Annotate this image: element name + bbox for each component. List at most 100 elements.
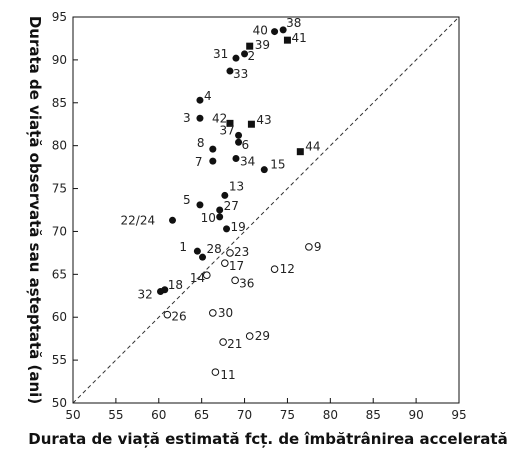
x-tick-label: 90: [408, 408, 423, 422]
data-point-filled-circle: [196, 201, 204, 209]
data-point-filled-circle: [199, 253, 207, 261]
data-point-filled-circle: [223, 225, 231, 233]
point-label: 42: [212, 111, 227, 125]
point-label: 29: [255, 329, 270, 343]
point-label: 40: [253, 24, 268, 38]
point-label: 19: [231, 220, 246, 234]
data-points: [156, 26, 313, 376]
data-point-open-circle: [209, 309, 217, 317]
identity-reference-line: [72, 16, 460, 404]
x-tick-label: 75: [280, 408, 295, 422]
data-point-filled-circle: [216, 206, 224, 214]
point-label: 8: [197, 136, 205, 150]
point-label: 2: [248, 49, 256, 63]
data-point-open-circle: [219, 338, 227, 346]
point-label: 14: [190, 271, 205, 285]
data-point-open-circle: [270, 265, 279, 273]
data-point-filled-circle: [209, 157, 217, 165]
y-tick-label: 65: [52, 267, 67, 281]
data-point-filled-circle: [232, 54, 240, 62]
point-label: 5: [183, 193, 191, 207]
data-point-open-circle: [203, 271, 211, 279]
data-point-filled-circle: [235, 131, 243, 139]
data-point-square: [283, 36, 291, 44]
point-label: 31: [213, 47, 228, 61]
point-label: 10: [201, 211, 216, 225]
x-tick-label: 55: [108, 408, 123, 422]
data-point-filled-circle: [193, 247, 201, 255]
point-label: 41: [291, 31, 306, 45]
point-label: 15: [270, 158, 285, 172]
axes: [72, 16, 460, 404]
y-tick-label: 95: [52, 10, 67, 24]
x-tick-label: 80: [323, 408, 338, 422]
x-tick-label: 50: [65, 408, 80, 422]
plot-frame: [72, 16, 460, 404]
point-label: 27: [224, 199, 239, 213]
point-label: 33: [233, 67, 248, 81]
point-label: 13: [229, 179, 244, 193]
point-label: 36: [239, 276, 254, 290]
point-label: 37: [220, 123, 235, 137]
point-label: 17: [229, 259, 244, 273]
point-label: 30: [218, 306, 233, 320]
data-point-open-circle: [245, 332, 254, 340]
point-label: 28: [207, 242, 222, 256]
point-label: 26: [171, 310, 186, 324]
point-label: 11: [220, 368, 235, 382]
y-tick-label: 80: [52, 139, 67, 153]
data-point-filled-circle: [232, 155, 240, 163]
y-tick-label: 60: [52, 310, 67, 324]
y-axis-ticks: 50 55 60 65 70 75 80 85 90 95: [52, 10, 78, 410]
data-point-filled-circle: [271, 28, 279, 36]
point-label: 32: [137, 287, 152, 301]
point-label: 1: [179, 240, 187, 254]
point-label: 39: [255, 38, 270, 52]
data-point-filled-circle: [169, 216, 177, 224]
point-label: 21: [227, 337, 242, 351]
data-point-filled-circle: [241, 50, 249, 58]
data-point-open-circle: [231, 276, 239, 285]
point-label: 44: [305, 140, 320, 154]
data-point-filled-circle: [209, 145, 217, 153]
y-tick-label: 55: [52, 353, 67, 367]
y-tick-label: 70: [52, 224, 67, 238]
data-point-filled-circle: [196, 96, 204, 104]
point-label: 4: [204, 89, 212, 103]
y-tick-label: 85: [52, 96, 67, 110]
point-label: 22/24: [121, 213, 156, 227]
x-tick-label: 95: [451, 408, 466, 422]
y-tick-label: 50: [52, 396, 67, 410]
point-label: 9: [314, 240, 322, 254]
point-label: 7: [195, 155, 203, 169]
data-point-square: [296, 148, 304, 156]
x-tick-label: 60: [151, 408, 166, 422]
data-point-square: [246, 42, 254, 50]
point-label: 23: [234, 245, 249, 259]
y-axis-title: Durata de viață observată sau așteptată …: [26, 16, 44, 404]
data-point-filled-circle: [221, 191, 229, 199]
data-point-square: [247, 120, 255, 128]
data-point-filled-circle: [235, 138, 243, 146]
x-tick-label: 85: [366, 408, 381, 422]
data-point-open-circle: [163, 310, 172, 319]
data-point-open-circle: [211, 368, 220, 376]
data-point-filled-circle: [156, 287, 164, 295]
point-label: 18: [168, 278, 183, 292]
x-axis-title: Durata de viață estimată fcț. de îmbătrâ…: [28, 430, 507, 448]
data-point-filled-circle: [196, 114, 204, 122]
point-label: 43: [256, 113, 271, 127]
data-point-filled-circle: [226, 67, 234, 75]
y-tick-label: 75: [52, 182, 67, 196]
x-tick-label: 70: [237, 408, 252, 422]
x-axis-ticks: 50 55 60 65 70 75 80 85 90 95: [65, 398, 467, 422]
reference-line-layer: [72, 16, 460, 404]
data-point-open-circle: [305, 243, 313, 251]
point-label: 34: [240, 155, 255, 169]
data-point-filled-circle: [260, 166, 268, 174]
y-tick-label: 90: [52, 53, 67, 67]
point-label: 12: [280, 262, 295, 276]
point-label: 3: [183, 111, 191, 125]
